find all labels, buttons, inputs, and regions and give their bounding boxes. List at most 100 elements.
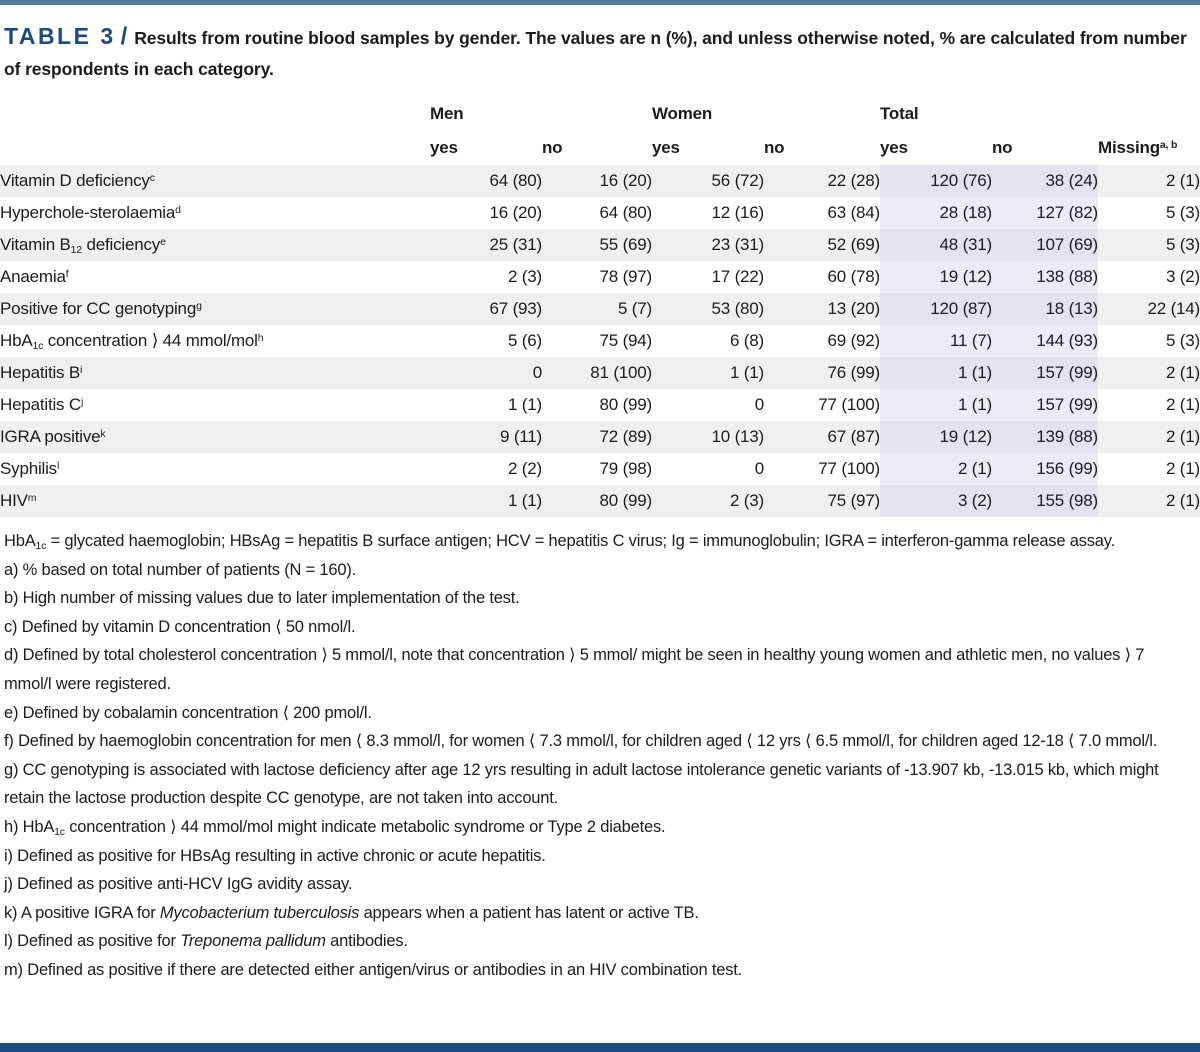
cell-men-yes: 1 (1) [430,485,542,517]
table-row: Hepatitis Bi 0 81 (100) 1 (1) 76 (99) 1 … [0,357,1200,389]
row-label: Hepatitis Bi [0,357,430,389]
footnote-f: f) Defined by haemoglobin concentration … [4,727,1194,756]
cell-women-yes: 10 (13) [652,421,764,453]
row-label: Syphilisl [0,453,430,485]
footnote-k: k) A positive IGRA for Mycobacterium tub… [4,899,1194,928]
row-footnote-marker: g [196,300,202,313]
cell-men-no: 80 (99) [542,389,652,421]
cell-total-yes: 19 (12) [880,421,992,453]
bottom-divider [0,1043,1200,1052]
cell-men-yes: 25 (31) [430,229,542,261]
cell-men-no: 81 (100) [542,357,652,389]
cell-men-yes: 2 (3) [430,261,542,293]
footnote-text: c) Defined by vitamin D concentration ⟨ … [4,617,356,636]
cell-men-no: 79 (98) [542,453,652,485]
row-label-text: HbA [0,331,33,350]
footnote-text: f) Defined by haemoglobin concentration … [4,732,1158,751]
footnote-text: appears when a patient has latent or act… [359,903,699,922]
cell-women-no: 77 (100) [764,453,880,485]
caption-separator: / [120,23,128,50]
row-footnote-marker: e [160,236,166,249]
cell-men-no: 75 (94) [542,325,652,357]
cell-men-yes: 16 (20) [430,197,542,229]
table-row: Vitamin B12 deficiencye 25 (31) 55 (69) … [0,229,1200,261]
cell-total-yes: 28 (18) [880,197,992,229]
row-label-text: Positive for CC genotyping [0,299,197,318]
footnote-g: g) CC genotyping is associated with lact… [4,756,1194,813]
cell-total-no: 157 (99) [992,357,1098,389]
footnote-text: = glycated haemoglobin; HBsAg = hepatiti… [46,532,1116,550]
row-footnote-marker: k [100,428,106,441]
cell-total-no: 144 (93) [992,325,1098,357]
cell-women-no: 13 (20) [764,293,880,325]
row-label-text: Vitamin D deficiency [0,171,150,190]
cell-total-no: 155 (98) [992,485,1098,517]
footnote-subscript: 1c [35,539,47,552]
table-row: Anaemiaf 2 (3) 78 (97) 17 (22) 60 (78) 1… [0,261,1200,293]
row-label: IGRA positivek [0,421,430,453]
col-group-women: Women [652,97,764,131]
cell-total-yes: 120 (87) [880,293,992,325]
cell-total-yes: 1 (1) [880,357,992,389]
cell-men-no: 72 (89) [542,421,652,453]
col-header-missing: Missinga, b [1098,131,1200,165]
col-header-women-yes: yes [652,131,764,165]
table-row: HIVm 1 (1) 80 (99) 2 (3) 75 (97) 3 (2) 1… [0,485,1200,517]
cell-women-yes: 56 (72) [652,165,764,197]
row-label-text: concentration ⟩ 44 mmol/mol [43,331,258,350]
cell-missing: 5 (3) [1098,197,1200,229]
row-label-text: Vitamin B [0,235,71,254]
table-row: Hyperchole-sterolaemiad 16 (20) 64 (80) … [0,197,1200,229]
footnote-species-name: Treponema pallidum [180,932,326,951]
cell-men-no: 16 (20) [542,165,652,197]
footnote-text: d) Defined by total cholesterol concentr… [4,646,1145,693]
cell-men-no: 64 (80) [542,197,652,229]
cell-women-no: 60 (78) [764,261,880,293]
cell-total-yes: 11 (7) [880,325,992,357]
cell-men-yes: 1 (1) [430,389,542,421]
footnote-l: l) Defined as positive for Treponema pal… [4,927,1194,956]
row-footnote-marker: l [56,460,60,473]
footnote-m: m) Defined as positive if there are dete… [4,956,1194,985]
footnote-h: h) HbA1c concentration ⟩ 44 mmol/mol mig… [4,813,1194,842]
footnote-text: a) % based on total number of patients (… [4,560,357,579]
cell-women-yes: 0 [652,453,764,485]
table-row: HbA1c concentration ⟩ 44 mmol/molh 5 (6)… [0,325,1200,357]
footnote-text: antibodies. [325,932,408,951]
cell-women-yes: 23 (31) [652,229,764,261]
row-footnote-marker: c [149,172,155,185]
row-footnote-marker: f [65,268,69,281]
cell-total-yes: 3 (2) [880,485,992,517]
cell-women-no: 77 (100) [764,389,880,421]
table-caption: TABLE 3/Results from routine blood sampl… [0,0,1200,85]
cell-total-yes: 2 (1) [880,453,992,485]
col-header-men-yes: yes [430,131,542,165]
table-row: Hepatitis Cj 1 (1) 80 (99) 0 77 (100) 1 … [0,389,1200,421]
cell-women-no: 67 (87) [764,421,880,453]
cell-missing: 5 (3) [1098,325,1200,357]
row-label-text: HIV [0,491,28,510]
empty-header [0,131,430,165]
cell-total-no: 107 (69) [992,229,1098,261]
footnote-b: b) High number of missing values due to … [4,584,1194,613]
cell-men-yes: 2 (2) [430,453,542,485]
cell-women-no: 63 (84) [764,197,880,229]
row-label-text: Syphilis [0,459,57,478]
row-label-text: Anaemia [0,267,66,286]
row-label-text: Hepatitis B [0,363,81,382]
footnote-subscript: 1c [54,825,65,838]
table-row: Syphilisl 2 (2) 79 (98) 0 77 (100) 2 (1)… [0,453,1200,485]
cell-missing: 2 (1) [1098,485,1200,517]
cell-missing: 5 (3) [1098,229,1200,261]
footnote-j: j) Defined as positive anti-HCV IgG avid… [4,870,1194,899]
row-footnote-marker: m [27,492,37,505]
cell-men-no: 5 (7) [542,293,652,325]
cell-total-no: 127 (82) [992,197,1098,229]
col-header-men-no: no [542,131,652,165]
cell-missing: 2 (1) [1098,453,1200,485]
cell-missing: 2 (1) [1098,421,1200,453]
blood-results-table: Men Women Total yes no yes no yes no Mis… [0,97,1200,517]
cell-missing: 2 (1) [1098,165,1200,197]
cell-women-no: 22 (28) [764,165,880,197]
cell-missing: 3 (2) [1098,261,1200,293]
